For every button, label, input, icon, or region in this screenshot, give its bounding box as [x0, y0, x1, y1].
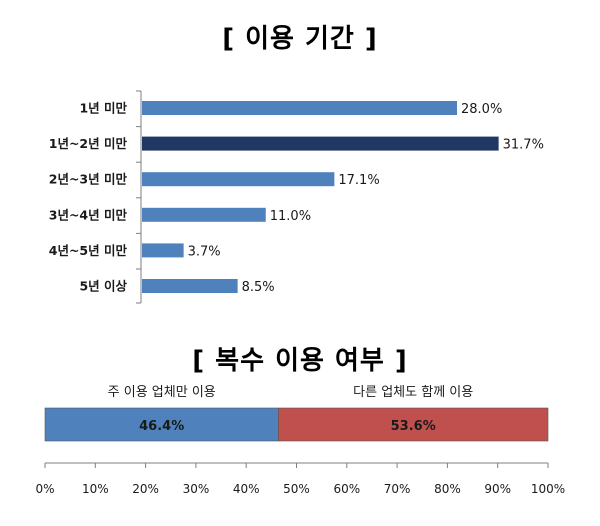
duration-value-label: 11.0%	[270, 209, 311, 224]
duration-bar	[142, 243, 184, 258]
multi-use-segment-name: 다른 업체도 함께 이용	[353, 385, 473, 400]
chart-title-multi-use: [ 복수 이용 여부 ]	[192, 346, 408, 376]
multi-use-tick-label: 20%	[132, 482, 159, 496]
multi-use-segment	[278, 407, 549, 442]
multi-use-segment-name: 주 이용 업체만 이용	[108, 385, 216, 400]
duration-bar	[142, 207, 266, 222]
duration-bar	[142, 136, 499, 151]
duration-category-label: 4년~5년 미만	[49, 243, 128, 258]
duration-value-label: 17.1%	[338, 173, 379, 188]
duration-value-label: 28.0%	[461, 102, 502, 117]
multi-use-tick-label: 0%	[35, 482, 54, 496]
multi-use-stacked-chart: 46.4% 주 이용 업체만 이용 53.6% 다른 업체도 함께 이용 0% 10% 20…	[35, 385, 565, 496]
duration-category-label: 1년~2년 미만	[49, 136, 128, 151]
duration-value-label: 3.7%	[188, 244, 221, 259]
multi-use-tick-label: 30%	[183, 482, 210, 496]
duration-category-label: 2년~3년 미만	[49, 172, 128, 187]
multi-use-tick-label: 80%	[434, 482, 461, 496]
multi-use-tick-label: 60%	[333, 482, 360, 496]
duration-category-label: 5년 이상	[79, 279, 127, 294]
duration-value-label: 8.5%	[242, 280, 275, 295]
duration-bar	[142, 279, 238, 293]
multi-use-tick-label: 40%	[233, 482, 260, 496]
multi-use-tick-label: 50%	[283, 482, 310, 496]
multi-use-segment-value: 46.4%	[139, 419, 184, 434]
multi-use-tick-label: 100%	[531, 482, 565, 496]
duration-bar-chart: 1년 미만 28.0% 1년~2년 미만 31.7% 2년~3년 미만 17.1% 3년~4…	[49, 90, 544, 304]
duration-category-label: 1년 미만	[79, 101, 127, 116]
multi-use-segment-value: 53.6%	[391, 419, 436, 434]
multi-use-tick-label: 10%	[82, 482, 109, 496]
duration-category-label: 3년~4년 미만	[49, 207, 128, 222]
multi-use-tick-label: 90%	[484, 482, 511, 496]
duration-bar	[142, 172, 335, 187]
multi-use-tick-label: 70%	[384, 482, 411, 496]
duration-bar	[142, 101, 457, 115]
chart-title-duration: [ 이용 기간 ]	[222, 24, 378, 54]
duration-value-label: 31.7%	[503, 138, 544, 153]
